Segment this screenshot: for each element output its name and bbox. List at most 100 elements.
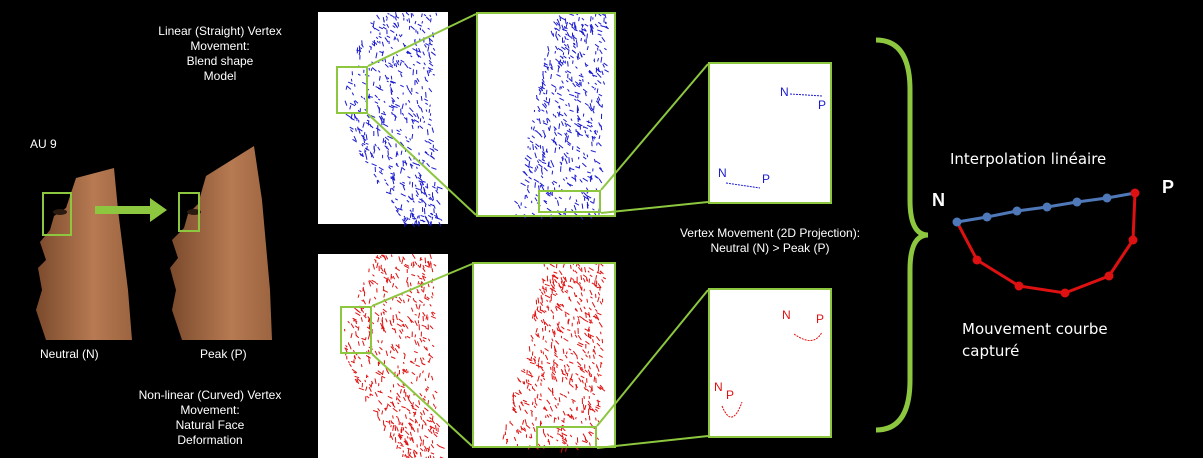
point-cloud-stroke	[358, 387, 365, 391]
point-cloud-stroke	[417, 104, 421, 109]
point-cloud-stroke	[401, 166, 406, 171]
point-cloud-stroke	[375, 52, 378, 59]
point-cloud-stroke	[358, 150, 362, 153]
point-cloud-stroke	[566, 351, 568, 355]
point-cloud-stroke	[556, 302, 561, 308]
point-cloud-stroke	[521, 427, 527, 432]
point-cloud-stroke	[569, 407, 573, 412]
point-cloud-stroke	[365, 142, 369, 145]
point-cloud-stroke	[554, 417, 557, 420]
point-cloud-stroke	[413, 350, 418, 354]
point-cloud-stroke	[345, 85, 348, 90]
point-cloud-stroke	[435, 12, 438, 16]
point-cloud-stroke	[422, 339, 426, 342]
point-cloud-stroke	[572, 82, 577, 88]
point-cloud-stroke	[358, 129, 361, 134]
point-cloud-stroke	[400, 141, 405, 147]
point-cloud-stroke	[594, 87, 596, 91]
point-cloud-stroke	[592, 208, 595, 211]
point-cloud-stroke	[562, 348, 565, 354]
point-cloud-stroke	[582, 33, 586, 37]
point-cloud-stroke	[595, 417, 597, 421]
point-cloud-stroke	[587, 270, 590, 273]
point-cloud-stroke	[409, 282, 412, 287]
point-cloud-stroke	[568, 77, 572, 82]
point-cloud-stroke	[419, 442, 422, 447]
point-cloud-stroke	[377, 339, 380, 343]
point-cloud-stroke	[410, 262, 413, 267]
linear-zoom2-vectors	[725, 93, 823, 189]
point-cloud-stroke	[426, 70, 430, 77]
point-cloud-stroke	[431, 216, 434, 220]
point-cloud-stroke	[407, 146, 412, 151]
point-cloud-stroke	[552, 180, 558, 184]
point-cloud-stroke	[408, 112, 414, 118]
point-cloud-stroke	[597, 291, 601, 296]
point-cloud-stroke	[350, 323, 355, 329]
point-cloud-stroke	[569, 361, 574, 364]
point-cloud-stroke	[565, 176, 568, 180]
point-cloud-stroke	[409, 138, 412, 141]
point-cloud-stroke	[427, 214, 432, 218]
point-cloud-stroke	[530, 409, 534, 413]
point-cloud-stroke	[429, 69, 432, 73]
point-cloud-stroke	[546, 433, 550, 437]
point-cloud-stroke	[527, 379, 530, 383]
point-cloud-stroke	[517, 204, 521, 209]
au-label: AU 9	[30, 137, 57, 151]
point-cloud-stroke	[562, 178, 566, 181]
point-cloud-stroke	[552, 293, 557, 297]
point-cloud-stroke	[590, 149, 596, 153]
point-cloud-stroke	[364, 313, 367, 317]
point-cloud-stroke	[421, 362, 424, 366]
point-cloud-stroke	[558, 21, 561, 27]
point-cloud-stroke	[576, 354, 578, 360]
point-cloud-stroke	[512, 407, 517, 414]
point-cloud-stroke	[394, 116, 397, 122]
point-cloud-stroke	[565, 104, 568, 107]
point-cloud-stroke	[373, 149, 376, 154]
curved-zoom2-vectors	[721, 331, 823, 418]
point-cloud-stroke	[568, 93, 575, 97]
point-cloud-stroke	[542, 145, 544, 151]
point-cloud-stroke	[541, 153, 546, 159]
point-cloud-stroke	[378, 351, 381, 355]
point-cloud-stroke	[539, 288, 542, 292]
point-cloud-stroke	[356, 49, 362, 53]
point-cloud-stroke	[598, 122, 601, 127]
point-cloud-stroke	[431, 148, 435, 153]
point-cloud-stroke	[582, 349, 586, 354]
point-cloud-stroke	[597, 21, 602, 25]
point-cloud-stroke	[542, 103, 547, 109]
point-cloud-stroke	[600, 56, 603, 63]
point-cloud-stroke	[589, 333, 592, 339]
neutral-nose-highlight-box	[42, 192, 72, 236]
point-cloud-stroke	[525, 194, 528, 199]
point-cloud-stroke	[407, 315, 411, 319]
point-cloud-stroke	[391, 113, 396, 117]
point-cloud-stroke	[538, 159, 542, 162]
point-cloud-stroke	[566, 123, 572, 128]
point-cloud-stroke	[395, 60, 400, 66]
point-cloud-stroke	[421, 29, 426, 34]
point-cloud-stroke	[399, 61, 402, 66]
point-cloud-stroke	[349, 126, 354, 130]
point-cloud-stroke	[588, 70, 593, 75]
point-cloud-stroke	[420, 107, 423, 110]
point-cloud-stroke	[396, 323, 402, 327]
point-cloud-stroke	[576, 361, 582, 366]
point-cloud-stroke	[397, 22, 400, 27]
point-cloud-stroke	[596, 404, 601, 408]
point-cloud-stroke	[391, 283, 395, 288]
point-cloud-stroke	[376, 28, 380, 32]
point-cloud-stroke	[549, 263, 555, 268]
point-cloud-stroke	[558, 397, 561, 403]
point-cloud-stroke	[567, 182, 573, 187]
point-cloud-stroke	[373, 173, 377, 178]
point-cloud-stroke	[372, 20, 375, 27]
point-cloud-stroke	[560, 368, 564, 373]
point-cloud-stroke	[559, 97, 565, 101]
point-cloud-stroke	[546, 118, 549, 124]
point-cloud-stroke	[542, 319, 546, 325]
point-cloud-stroke	[567, 285, 570, 288]
